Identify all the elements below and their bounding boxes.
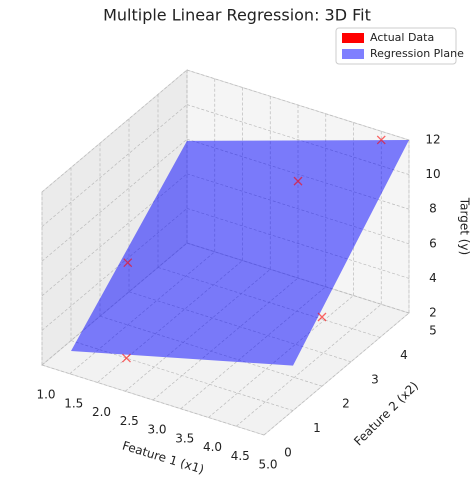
x-tick-label: 2.0 (92, 405, 111, 419)
legend-box (335, 27, 457, 65)
z-grid (41, 138, 188, 262)
x-tick-label: 1.0 (36, 388, 55, 402)
y-tick-label: 1 (313, 421, 321, 435)
y-tick-label: 4 (400, 348, 408, 362)
z-grid (41, 104, 188, 227)
x-tick-label: 4.0 (203, 440, 222, 454)
y-tick-label: 5 (429, 324, 437, 338)
y-tick-label: 0 (284, 446, 292, 460)
z-tick-label: 2 (429, 306, 437, 320)
z-grid (186, 69, 410, 141)
x-tick-label: 3.5 (175, 431, 194, 445)
z-tick-label: 12 (425, 133, 440, 147)
data-point (376, 135, 386, 145)
z-tick-label: 6 (429, 236, 437, 250)
y-axis-label: Feature 2 (x2) (351, 379, 421, 449)
chart-title: Multiple Linear Regression: 3D Fit (103, 6, 371, 25)
legend: Actual Data Regression Plane (335, 27, 464, 65)
y-grid (70, 340, 294, 411)
data-point (293, 176, 303, 186)
legend-swatch (342, 49, 364, 59)
data-point (317, 312, 327, 322)
x-grid (236, 303, 382, 427)
x-tick-label: 4.5 (231, 449, 250, 463)
z-grid (186, 104, 410, 175)
x-grid (263, 312, 410, 436)
y-tick-label: 3 (371, 372, 379, 386)
x-tick-label: 5.0 (258, 458, 277, 472)
legend-label: Actual Data (370, 31, 434, 44)
z-tick-label: 4 (429, 271, 437, 285)
regression-plane (71, 140, 409, 366)
legend-label: Regression Plane (370, 47, 464, 60)
z-axis-label: Target (y) (458, 197, 472, 255)
y-tick-label: 2 (342, 397, 350, 411)
x-tick-label: 2.5 (120, 414, 139, 428)
y-grid (41, 364, 265, 436)
x-tick-label: 1.5 (64, 396, 83, 410)
z-tick-label: 10 (425, 167, 440, 181)
x-tick-label: 3.0 (147, 423, 166, 437)
legend-swatch (342, 33, 364, 43)
z-grid (41, 69, 188, 193)
data-point (122, 353, 131, 363)
data-point (123, 258, 133, 268)
z-tick-label: 8 (429, 202, 437, 216)
x-grid (208, 295, 354, 418)
